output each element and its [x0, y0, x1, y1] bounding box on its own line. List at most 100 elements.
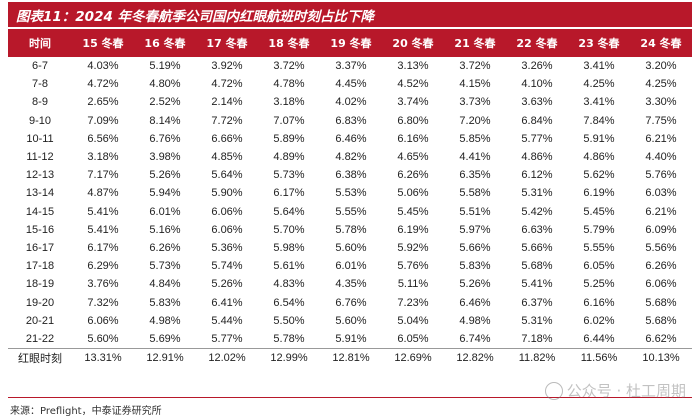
- table-cell: 7.07%: [273, 114, 305, 127]
- table-cell: 5.42%: [521, 205, 553, 218]
- table-cell: 5.68%: [521, 260, 553, 273]
- total-cell: 11.56%: [580, 352, 618, 365]
- row-time-label: 8-9: [32, 96, 48, 109]
- row-time-label: 21-22: [25, 332, 55, 345]
- table-cell: 5.66%: [521, 241, 553, 254]
- header-season: 22 冬春: [516, 37, 558, 50]
- table-cell: 3.98%: [149, 151, 181, 164]
- table-cell: 5.58%: [459, 187, 491, 200]
- table-row: 20-21 6.06% 4.98% 5.44% 5.50% 5.60% 5.04% 4.98%…: [8, 312, 692, 330]
- table-cell: 5.41%: [521, 278, 553, 291]
- table-cell: 6.46%: [335, 132, 367, 145]
- table-cell: 6.05%: [397, 332, 429, 345]
- table-cell: 5.45%: [397, 205, 429, 218]
- table-cell: 5.25%: [583, 278, 615, 291]
- header-season: 21 冬春: [454, 37, 496, 50]
- table-cell: 5.60%: [335, 241, 367, 254]
- table-cell: 6.46%: [459, 296, 491, 309]
- table-cell: 4.78%: [273, 78, 305, 91]
- table-cell: 5.64%: [273, 205, 305, 218]
- table-cell: 3.18%: [87, 151, 119, 164]
- row-time-label: 13-14: [25, 187, 55, 200]
- table-row: 12-13 7.17% 5.26% 5.64% 5.73% 6.38% 6.26% 6.35%…: [8, 166, 692, 184]
- table-cell: 5.70%: [273, 223, 305, 236]
- table-cell: 6.26%: [397, 169, 429, 182]
- table-row: 9-10 7.09% 8.14% 7.72% 7.07% 6.83% 6.80% 7.20% 6…: [8, 112, 692, 130]
- table-cell: 3.41%: [583, 96, 615, 109]
- table-cell: 5.77%: [521, 132, 553, 145]
- table-cell: 6.80%: [397, 114, 429, 127]
- table-cell: 3.72%: [459, 60, 491, 73]
- table-cell: 6.54%: [273, 296, 305, 309]
- table-cell: 4.89%: [273, 151, 305, 164]
- table-cell: 3.26%: [521, 60, 553, 73]
- header-time: 时间: [29, 37, 51, 50]
- table-cell: 5.68%: [645, 314, 677, 327]
- table-cell: 4.25%: [583, 78, 615, 91]
- table-cell: 5.83%: [149, 296, 181, 309]
- table-cell: 6.41%: [211, 296, 243, 309]
- table-cell: 4.10%: [521, 78, 553, 91]
- table-cell: 5.64%: [211, 169, 243, 182]
- total-cell: 13.31%: [84, 352, 122, 365]
- total-cell: 11.82%: [518, 352, 556, 365]
- table-cell: 5.91%: [335, 332, 367, 345]
- table-cell: 5.66%: [459, 241, 491, 254]
- table-cell: 3.30%: [645, 96, 677, 109]
- table-cell: 5.98%: [273, 241, 305, 254]
- table-cell: 2.65%: [87, 96, 119, 109]
- table-cell: 5.60%: [335, 314, 367, 327]
- table-cell: 5.19%: [149, 60, 181, 73]
- row-time-label: 10-11: [26, 132, 54, 145]
- table-row: 11-12 3.18% 3.98% 4.85% 4.89% 4.82% 4.65% 4.41%…: [8, 148, 692, 166]
- table-cell: 7.75%: [645, 114, 677, 127]
- total-cell: 12.02%: [208, 352, 246, 365]
- table-cell: 6.19%: [583, 187, 615, 200]
- table-cell: 6.62%: [645, 332, 677, 345]
- table-cell: 6.16%: [397, 132, 429, 145]
- table-cell: 4.82%: [335, 151, 367, 164]
- table-cell: 4.35%: [335, 278, 367, 291]
- total-cell: 12.81%: [332, 352, 370, 365]
- table-cell: 6.66%: [211, 132, 243, 145]
- table-cell: 5.06%: [397, 187, 429, 200]
- table-row: 6-7 4.03% 5.19% 3.92% 3.72% 3.37% 3.13% 3.72% 3.…: [8, 57, 692, 75]
- table-cell: 6.17%: [87, 241, 119, 254]
- header-season: 15 冬春: [82, 37, 124, 50]
- table-cell: 5.92%: [397, 241, 429, 254]
- table-cell: 5.36%: [211, 241, 243, 254]
- table-cell: 3.73%: [459, 96, 491, 109]
- table-cell: 6.76%: [149, 132, 181, 145]
- table-cell: 6.03%: [645, 187, 677, 200]
- table-cell: 5.73%: [273, 169, 305, 182]
- table-cell: 3.13%: [397, 60, 429, 73]
- table-cell: 6.21%: [645, 205, 677, 218]
- figure-title: 图表11：2024 年冬春航季公司国内红眼航班时刻占比下降: [16, 8, 375, 25]
- table-header: 时间 15 冬春 16 冬春 17 冬春 18 冬春 19 冬春 20 冬春 21 冬春 22 …: [8, 29, 692, 57]
- total-cell: 12.91%: [146, 352, 184, 365]
- table-cell: 2.14%: [211, 96, 243, 109]
- table-cell: 5.16%: [149, 223, 181, 236]
- table-cell: 4.72%: [211, 78, 243, 91]
- table-cell: 6.26%: [645, 260, 677, 273]
- table-cell: 7.09%: [87, 114, 119, 127]
- table-cell: 5.85%: [459, 132, 491, 145]
- table-cell: 4.84%: [149, 278, 181, 291]
- table-cell: 4.85%: [211, 151, 243, 164]
- table-cell: 5.91%: [583, 132, 615, 145]
- row-time-label: 14-15: [25, 205, 55, 218]
- table-row: 13-14 4.87% 5.94% 5.90% 6.17% 5.53% 5.06% 5.58%…: [8, 184, 692, 202]
- table-cell: 2.52%: [149, 96, 181, 109]
- table-cell: 5.83%: [459, 260, 491, 273]
- table-cell: 7.23%: [397, 296, 429, 309]
- table-row: 19-20 7.32% 5.83% 6.41% 6.54% 6.76% 7.23% 6.46%…: [8, 293, 692, 311]
- table-cell: 6.37%: [521, 296, 553, 309]
- table-cell: 6.76%: [335, 296, 367, 309]
- table-cell: 5.26%: [459, 278, 491, 291]
- table-cell: 6.63%: [521, 223, 553, 236]
- table-cell: 5.51%: [459, 205, 491, 218]
- table-cell: 5.26%: [211, 278, 243, 291]
- table-cell: 7.18%: [521, 332, 553, 345]
- total-label: 红眼时刻: [18, 353, 62, 366]
- table-cell: 6.01%: [335, 260, 367, 273]
